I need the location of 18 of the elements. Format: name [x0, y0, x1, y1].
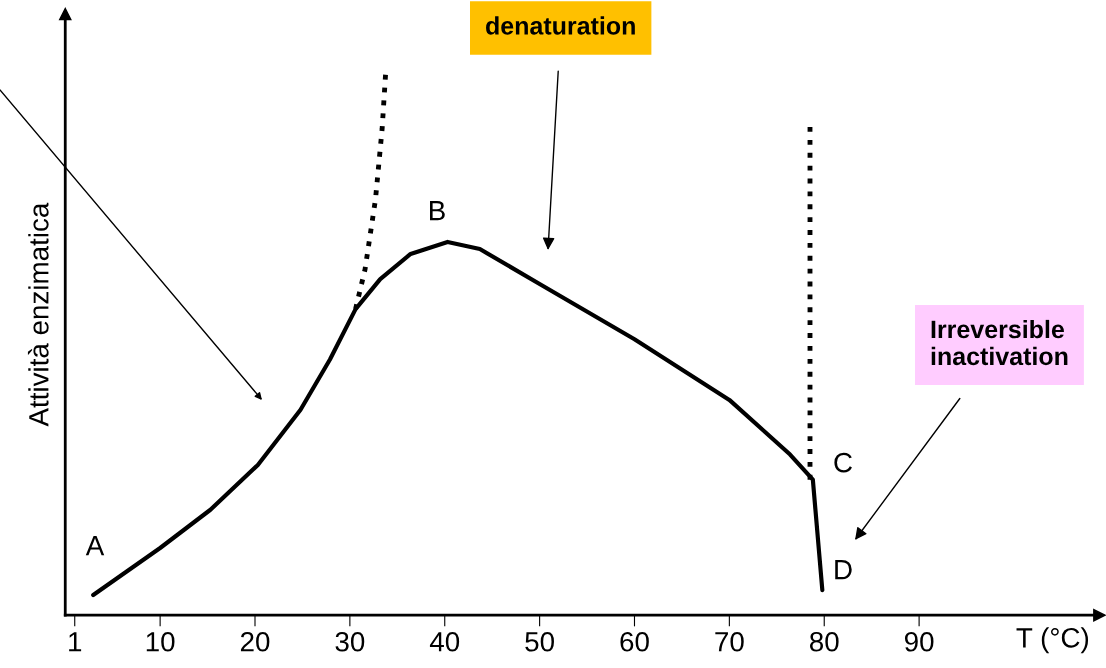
x-tick-label: 10 [146, 631, 175, 652]
annotation: D [835, 560, 852, 580]
x-tick-label: 1 [69, 632, 82, 652]
annotation: Irreversible inactivation [931, 319, 1068, 366]
x-tick-label: 90 [904, 631, 934, 652]
annotation: C [834, 452, 852, 473]
annotation: A [85, 536, 105, 556]
x-tick-label: 30 [335, 631, 365, 652]
x-tick-label: 50 [525, 631, 554, 652]
x-tick-label: 60 [620, 631, 649, 652]
text: denaturation [486, 16, 635, 35]
x-axis-title: T (°C) [1016, 627, 1089, 654]
y-axis-title: Attività enzimatica [27, 202, 49, 427]
x-tick-label: 40 [429, 631, 460, 652]
annotation: B [430, 201, 445, 221]
x-tick-label: 80 [809, 631, 839, 652]
x-tick-label: 20 [240, 631, 270, 652]
x-tick-label: 70 [715, 631, 744, 652]
